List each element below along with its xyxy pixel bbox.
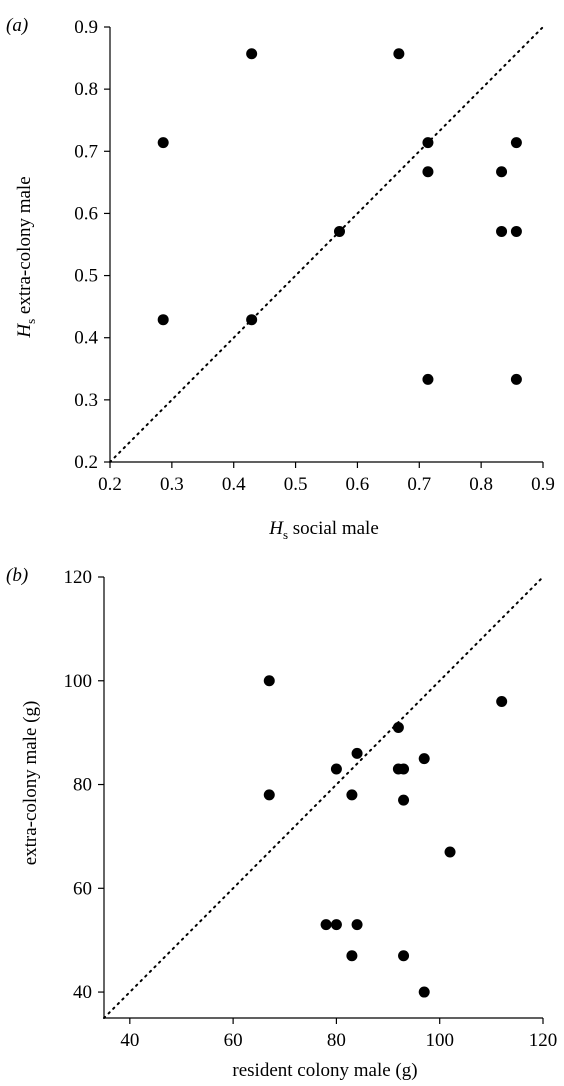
panel-a-y-tick-label: 0.8 <box>74 79 98 100</box>
panel-b-plot: 40 60 80 100 120 40 60 80 100 120 <box>64 567 558 1051</box>
panel-a-data-point <box>510 137 522 149</box>
panel-b-data-point <box>496 696 508 708</box>
panel-a-data-point <box>422 137 434 149</box>
panel-b-data-point <box>418 753 430 765</box>
panel-a-y-tick-label: 0.5 <box>74 266 98 287</box>
panel-b-x-tick-label: 40 <box>120 1030 139 1051</box>
panel-b-label: (b) <box>6 565 28 586</box>
panel-b-x-tick-label: 80 <box>327 1030 346 1051</box>
panel-a-data-point <box>496 166 508 178</box>
panel-b-identity-line <box>103 576 544 1019</box>
panel-b-y-tick-label: 80 <box>73 775 92 796</box>
panel-a-data-point <box>246 314 258 326</box>
panel-a-y-tick-label: 0.9 <box>74 17 98 38</box>
panel-a-x-tick-label: 0.6 <box>346 474 370 495</box>
panel-a-x-tick-label: 0.5 <box>284 474 308 495</box>
panel-a-x-tick-label: 0.8 <box>469 474 493 495</box>
panel-b-data-point <box>351 919 363 931</box>
panel-a-data-point <box>422 373 434 385</box>
panel-b-data-point <box>346 950 358 962</box>
panel-b-data-point <box>263 675 275 687</box>
panel-a-x-tick-label: 0.3 <box>160 474 184 495</box>
panel-b-y-axis-label: extra-colony male (g) <box>20 701 41 866</box>
panel-a-y-tick-label: 0.2 <box>74 452 98 473</box>
panel-b-data-point <box>346 789 358 801</box>
panel-a-identity-line <box>109 26 544 463</box>
panel-a-data-point <box>510 373 522 385</box>
panel-b-data-point <box>330 919 342 931</box>
panel-a-y-tick-label: 0.6 <box>74 203 98 224</box>
panel-a-data-point <box>510 225 522 237</box>
panel-a-data-point <box>496 225 508 237</box>
panel-a-label: (a) <box>6 15 28 36</box>
panel-a-x-tick-label: 0.4 <box>222 474 246 495</box>
panel-a-data-point <box>157 137 169 149</box>
panel-b-data-point <box>398 763 410 775</box>
panel-b-data-point <box>398 950 410 962</box>
panel-b-data-point <box>351 747 363 759</box>
panel-b-data-point <box>398 794 410 806</box>
panel-b-data-point <box>263 789 275 801</box>
panel-b-x-axis-label: resident colony male (g) <box>232 1060 417 1081</box>
panel-a-x-tick-label: 0.7 <box>407 474 431 495</box>
panel-a-data-point <box>246 48 258 60</box>
panel-a-y-tick-label: 0.3 <box>74 390 98 411</box>
panel-b-y-tick-label: 100 <box>64 671 93 692</box>
panel-b-x-tick-label: 120 <box>529 1030 558 1051</box>
panel-a-x-tick-label: 0.2 <box>98 474 122 495</box>
panel-b-y-tick-label: 60 <box>73 878 92 899</box>
panel-b-data-point <box>320 919 332 931</box>
panel-b-y-tick-label: 40 <box>73 982 92 1003</box>
panel-b: (b) extra-colony male (g) resident colon… <box>6 565 557 1081</box>
panel-b-x-tick-label: 60 <box>224 1030 243 1051</box>
panel-b-data-point <box>444 846 456 858</box>
panel-a-y-tick-label: 0.4 <box>74 328 98 349</box>
panel-b-data-point <box>418 986 430 998</box>
panel-a-plot: 0.2 0.3 0.4 0.5 0.6 0.7 0.8 0.9 0.2 0.3 0.4 0.5 0.6 0… <box>74 17 555 495</box>
panel-b-data-point <box>330 763 342 775</box>
panel-b-y-tick-label: 120 <box>64 567 93 588</box>
panel-a-x-axis-label: Hs social male <box>268 518 379 542</box>
panel-b-data-point <box>392 721 404 733</box>
panel-b-x-tick-label: 100 <box>425 1030 454 1051</box>
panel-a-data-point <box>157 314 169 326</box>
panel-a-y-axis-label: Hs extra-colony male <box>14 176 38 338</box>
panel-a-y-tick-label: 0.7 <box>74 141 98 162</box>
panel-a-data-point <box>333 225 345 237</box>
panel-a-x-tick-label: 0.9 <box>531 474 555 495</box>
panel-a: (a) Hs extra-colony male Hs social male … <box>6 15 555 542</box>
panel-a-data-point <box>393 48 405 60</box>
panel-a-data-point <box>422 166 434 178</box>
